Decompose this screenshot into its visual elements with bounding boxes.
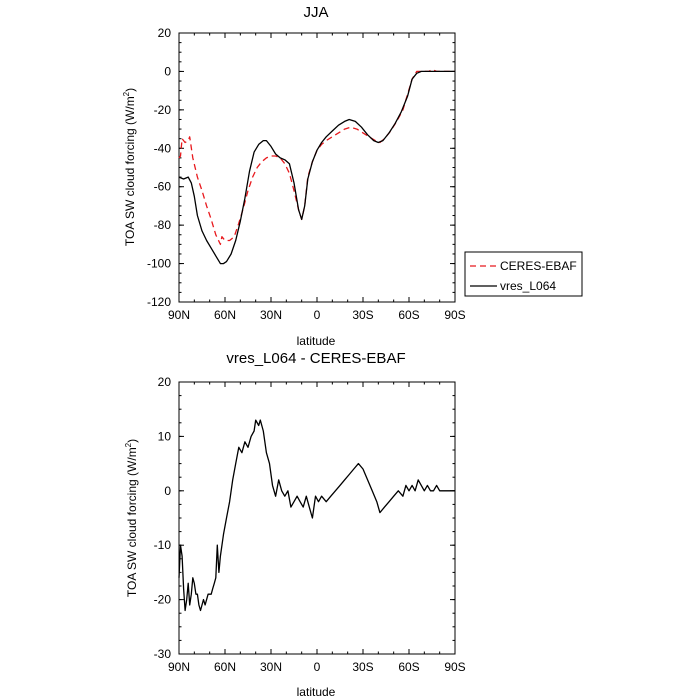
y-axis-label: TOA SW cloud forcing (W/m2) (122, 88, 137, 246)
x-tick-labels: 90N 60N 30N 0 30S 60S 90S (168, 660, 466, 674)
y-tick-label: 20 (158, 26, 172, 40)
panel-bottom: vres_L064 - CERES-EBAF -30 -20 -10 0 10 20 90… (124, 350, 466, 699)
y-tick-labels: -30 -20 -10 0 10 20 (154, 375, 172, 661)
x-tick-label: 60S (398, 308, 419, 322)
y-tick-label: 10 (158, 429, 172, 443)
x-tick-label: 90N (168, 308, 190, 322)
series-line-difference (178, 419, 455, 612)
y-tick-label: -20 (154, 593, 172, 607)
x-tick-label: 60N (214, 660, 236, 674)
legend-box (464, 251, 583, 297)
series-lines (178, 419, 455, 612)
x-tick-label: 90S (444, 308, 465, 322)
y-tick-label: -30 (154, 647, 172, 661)
x-tick-label: 90S (444, 660, 465, 674)
chart-title: JJA (303, 4, 328, 21)
series-line-ceres-ebaf (178, 68, 455, 246)
y-tick-label: 0 (164, 484, 171, 498)
x-tick-label: 30N (260, 660, 282, 674)
x-tick-label: 0 (314, 308, 321, 322)
y-tick-label: -80 (154, 218, 172, 232)
x-tick-label: 30N (260, 308, 282, 322)
x-tick-label: 0 (314, 660, 321, 674)
y-tick-label: 0 (164, 64, 171, 78)
legend-label-ceres: CERES-EBAF (500, 259, 577, 273)
tick-marks (178, 381, 456, 655)
legend: CERES-EBAF vres_L064 (464, 251, 583, 297)
y-tick-label: -40 (154, 141, 172, 155)
x-tick-label: 60S (398, 660, 419, 674)
y-tick-label: -60 (154, 180, 172, 194)
y-tick-label: -100 (147, 257, 171, 271)
plot-frame (178, 32, 456, 303)
legend-label-vres: vres_L064 (500, 279, 556, 293)
x-tick-labels: 90N 60N 30N 0 30S 60S 90S (168, 308, 466, 322)
y-tick-label: -120 (147, 295, 171, 309)
x-tick-label: 90N (168, 660, 190, 674)
x-tick-label: 30S (352, 660, 373, 674)
chart-title: vres_L064 - CERES-EBAF (226, 350, 405, 367)
plot-frame (178, 381, 456, 655)
y-tick-labels: -120 -100 -80 -60 -40 -20 0 20 (147, 26, 171, 309)
tick-marks (178, 32, 456, 303)
series-line-vres-l064 (178, 70, 455, 265)
y-tick-label: -20 (154, 103, 172, 117)
x-axis-label: latitude (297, 334, 336, 348)
series-lines (178, 68, 455, 265)
panel-top: JJA -120 -100 -80 -60 -40 -20 0 20 90N 60N 30N 0 30… (122, 4, 583, 348)
y-tick-label: 20 (158, 375, 172, 389)
x-axis-label: latitude (297, 685, 336, 699)
y-tick-label: -10 (154, 538, 172, 552)
x-tick-label: 60N (214, 308, 236, 322)
x-tick-label: 30S (352, 308, 373, 322)
y-axis-label: TOA SW cloud forcing (W/m2) (124, 439, 139, 597)
